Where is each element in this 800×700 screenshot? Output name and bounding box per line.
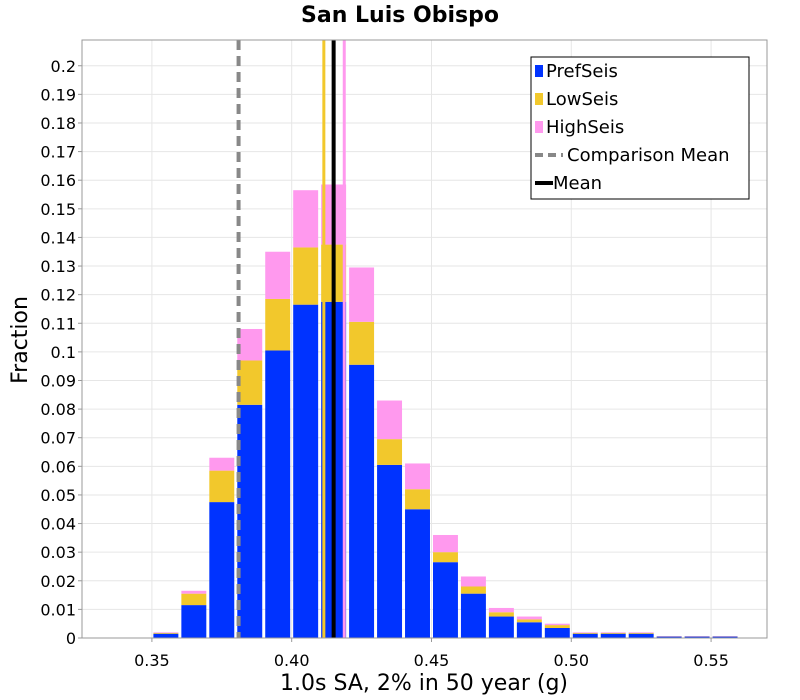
bar-highseis-0.365 <box>181 590 207 594</box>
y-tick-label: 0.06 <box>40 457 76 476</box>
legend-swatch-highseis <box>535 121 543 133</box>
bar-prefseis-0.425 <box>349 364 375 638</box>
bar-highseis-0.505 <box>572 632 598 633</box>
bar-prefseis-0.455 <box>432 562 458 638</box>
bar-prefseis-0.475 <box>488 616 514 638</box>
y-tick-label: 0.1 <box>51 343 76 362</box>
legend-label-highseis: HighSeis <box>546 117 624 138</box>
bar-highseis-0.475 <box>488 607 514 613</box>
bar-prefseis-0.405 <box>293 304 319 638</box>
legend-label-comparison-mean: Comparison Mean <box>567 145 730 166</box>
bar-highseis-0.385 <box>237 328 263 361</box>
bar-prefseis-0.505 <box>572 633 598 638</box>
bar-lowseis-0.375 <box>209 470 235 503</box>
bar-lowseis-0.455 <box>432 552 458 563</box>
bar-highseis-0.425 <box>349 267 375 322</box>
bar-highseis-0.395 <box>265 251 291 299</box>
bar-prefseis-0.385 <box>237 404 263 638</box>
bar-prefseis-0.535 <box>656 636 682 638</box>
bar-lowseis-0.365 <box>181 593 207 606</box>
x-axis-title: 1.0s SA, 2% in 50 year (g) <box>280 671 568 696</box>
bar-highseis-0.455 <box>432 534 458 553</box>
y-tick-label: 0 <box>66 629 76 648</box>
y-tick-label: 0.15 <box>40 200 76 219</box>
plot-area: 0 0.01 0.02 0.03 0.04 0.05 0.06 0.07 0.08 0.09 0.1… <box>40 39 768 670</box>
bar-prefseis-0.495 <box>544 627 570 638</box>
bar-prefseis-0.515 <box>600 633 626 638</box>
bar-lowseis-0.425 <box>349 321 375 365</box>
bar-highseis-0.485 <box>516 616 542 620</box>
bar-highseis-0.355 <box>153 632 179 633</box>
y-tick-label: 0.17 <box>40 143 76 162</box>
y-tick-label: 0.01 <box>40 600 76 619</box>
bar-highseis-0.525 <box>628 632 654 633</box>
bar-lowseis-0.475 <box>488 612 514 617</box>
y-tick-label: 0.09 <box>40 371 76 390</box>
bar-highseis-0.375 <box>209 457 235 471</box>
y-tick-label: 0.16 <box>40 171 76 190</box>
x-tick-label: 0.40 <box>274 651 310 670</box>
bar-lowseis-0.435 <box>377 439 403 465</box>
y-tick-label: 0.05 <box>40 486 76 505</box>
bar-lowseis-0.505 <box>572 632 598 634</box>
bar-highseis-0.465 <box>460 576 486 587</box>
chart-title: San Luis Obispo <box>301 3 499 28</box>
bar-highseis-0.495 <box>544 623 570 626</box>
bar-prefseis-0.465 <box>460 593 486 638</box>
bar-prefseis-0.375 <box>209 502 235 638</box>
bar-prefseis-0.355 <box>153 633 179 638</box>
legend-label-mean: Mean <box>553 173 602 194</box>
bar-lowseis-0.445 <box>405 489 430 510</box>
bar-prefseis-0.525 <box>628 633 654 638</box>
y-tick-label: 0.08 <box>40 400 76 419</box>
y-tick-label: 0.13 <box>40 257 76 276</box>
y-tick-label: 0.11 <box>40 314 76 333</box>
bar-lowseis-0.515 <box>600 632 626 634</box>
y-tick-label: 0.07 <box>40 429 76 448</box>
y-tick-label: 0.04 <box>40 515 76 534</box>
x-tick-label: 0.45 <box>414 651 450 670</box>
bar-prefseis-0.435 <box>377 464 403 638</box>
plot-frame <box>81 39 768 639</box>
bar-lowseis-0.465 <box>460 586 486 594</box>
bar-highseis-0.405 <box>293 190 319 248</box>
bar-prefseis-0.485 <box>516 622 542 638</box>
x-tick-label: 0.55 <box>693 651 729 670</box>
legend-label-lowseis: LowSeis <box>546 89 618 110</box>
y-tick-label: 0.14 <box>40 228 76 247</box>
bar-prefseis-0.365 <box>181 605 207 638</box>
x-tick-label: 0.35 <box>134 651 170 670</box>
bar-prefseis-0.545 <box>684 636 710 638</box>
bar-lowseis-0.385 <box>237 360 263 405</box>
bar-lowseis-0.495 <box>544 625 570 628</box>
y-tick-label: 0.02 <box>40 572 76 591</box>
y-tick-label: 0.2 <box>51 57 76 76</box>
legend-swatch-prefseis <box>535 65 543 77</box>
y-tick-label: 0.12 <box>40 286 76 305</box>
bar-lowseis-0.525 <box>628 632 654 634</box>
bar-highseis-0.445 <box>405 463 430 490</box>
y-tick-label: 0.19 <box>40 85 76 104</box>
bar-prefseis-0.555 <box>712 636 738 638</box>
bar-highseis-0.515 <box>600 632 626 633</box>
bar-lowseis-0.395 <box>265 298 291 351</box>
bar-lowseis-0.355 <box>153 632 179 634</box>
x-tick-label: 0.50 <box>553 651 589 670</box>
y-axis-title: Fraction <box>8 296 33 384</box>
y-tick-label: 0.18 <box>40 114 76 133</box>
legend-box <box>530 56 750 200</box>
y-tick-label: 0.03 <box>40 543 76 562</box>
bar-prefseis-0.445 <box>405 509 430 638</box>
bar-highseis-0.435 <box>377 400 403 440</box>
legend-swatch-lowseis <box>535 93 543 105</box>
legend-label-prefseis: PrefSeis <box>546 61 618 82</box>
bar-prefseis-0.395 <box>265 350 291 638</box>
bar-lowseis-0.405 <box>293 247 319 305</box>
bar-lowseis-0.485 <box>516 619 542 623</box>
